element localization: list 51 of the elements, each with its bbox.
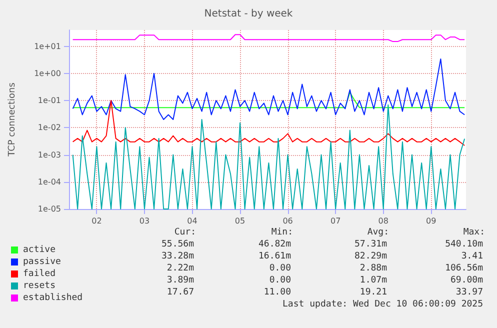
line-series <box>72 58 466 120</box>
text: 2.22m <box>166 264 194 274</box>
text: 17.67 <box>166 288 194 298</box>
line-series <box>72 100 466 146</box>
text: 540.10m <box>445 240 484 250</box>
legend-label: failed <box>23 269 56 279</box>
text: 69.00m <box>450 276 484 286</box>
legend-label: active <box>23 245 56 255</box>
text: 46.82m <box>258 240 292 250</box>
text: 19.21 <box>360 288 387 298</box>
text: 1.07m <box>360 276 387 286</box>
text: Last update: Wed Dec 10 06:00:09 2025 <box>282 300 483 310</box>
x-tick-label: 06 <box>282 216 293 226</box>
x-tick-label: 07 <box>330 216 341 226</box>
text: 0.00 <box>269 264 292 274</box>
legend-label: established <box>23 293 83 303</box>
text: Avg: <box>367 228 390 238</box>
line-series <box>72 34 466 42</box>
line-series <box>72 104 466 210</box>
y-tick-label: 1e-01 <box>38 96 61 106</box>
y-tick-label: 1e+01 <box>34 42 61 51</box>
text: 11.00 <box>264 288 291 298</box>
text: 82.29m <box>354 252 388 262</box>
text: 2.88m <box>360 264 387 274</box>
text: 0.00 <box>269 276 292 286</box>
y-tick-label: 1e-03 <box>38 150 61 160</box>
text: Max: <box>463 228 486 238</box>
x-tick-label: 02 <box>92 216 102 226</box>
x-tick-label: 08 <box>378 216 388 226</box>
chart-title: Netstat - by week <box>204 8 293 20</box>
y-tick-label: 1e-02 <box>38 123 61 132</box>
text: Min: <box>271 228 294 238</box>
text: 106.56m <box>445 264 484 274</box>
y-axis-title: TCP connections <box>8 82 18 158</box>
text: 16.61m <box>258 252 292 262</box>
x-tick-label: 05 <box>234 216 246 226</box>
y-tick-label: 1e-05 <box>38 204 61 214</box>
text: 57.31m <box>354 240 388 250</box>
y-tick-label: 1e-04 <box>38 177 61 186</box>
y-tick-label: 1e+00 <box>34 68 61 78</box>
x-tick-label: 09 <box>426 216 436 226</box>
text: 3.41 <box>461 252 484 262</box>
text: 3.89m <box>166 276 194 286</box>
text: 33.28m <box>161 252 194 262</box>
text: 55.56m <box>161 240 194 250</box>
x-tick-label: 04 <box>187 216 198 226</box>
text: Cur: <box>174 228 196 238</box>
text: 33.97 <box>456 288 483 298</box>
legend-label: resets <box>23 281 56 291</box>
legend-label: passive <box>23 257 61 267</box>
x-tick-label: 03 <box>139 216 150 226</box>
